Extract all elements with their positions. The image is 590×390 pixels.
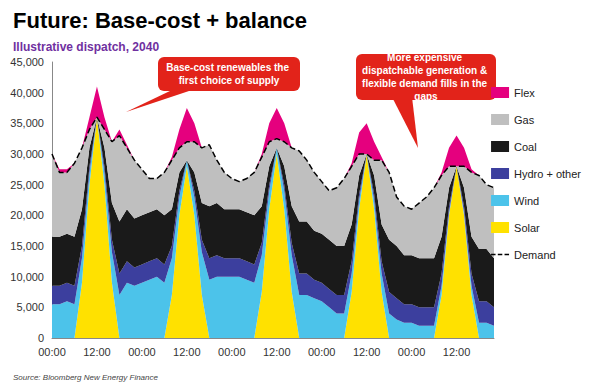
svg-text:12:00: 12:00: [443, 346, 471, 358]
svg-text:Solar: Solar: [514, 222, 540, 234]
svg-text:30,000: 30,000: [10, 148, 44, 160]
svg-text:Source: Bloomberg New Energy F: Source: Bloomberg New Energy Finance: [13, 373, 159, 382]
svg-text:00:00: 00:00: [218, 346, 246, 358]
svg-text:25,000: 25,000: [10, 179, 44, 191]
svg-text:flexible demand fills in the: flexible demand fills in the: [362, 78, 490, 89]
svg-text:first choice of supply: first choice of supply: [179, 75, 280, 86]
svg-text:12:00: 12:00: [263, 346, 291, 358]
svg-text:Base-cost renewables the: Base-cost renewables the: [166, 62, 292, 73]
svg-text:35,000: 35,000: [10, 117, 44, 129]
svg-text:Demand: Demand: [514, 249, 556, 261]
svg-text:Gas: Gas: [514, 114, 535, 126]
svg-text:More expensive: More expensive: [387, 52, 465, 63]
svg-text:Coal: Coal: [514, 141, 537, 153]
svg-text:00:00: 00:00: [38, 346, 66, 358]
svg-text:Wind: Wind: [514, 195, 539, 207]
svg-text:Future: Base-cost + balance: Future: Base-cost + balance: [13, 8, 307, 33]
svg-text:00:00: 00:00: [128, 346, 156, 358]
svg-text:dispatchable generation &: dispatchable generation &: [362, 65, 490, 76]
svg-text:10,000: 10,000: [10, 271, 44, 283]
svg-text:00:00: 00:00: [308, 346, 336, 358]
svg-text:Hydro + other: Hydro + other: [514, 168, 581, 180]
svg-text:12:00: 12:00: [353, 346, 381, 358]
svg-text:0: 0: [38, 332, 44, 344]
svg-text:12:00: 12:00: [83, 346, 111, 358]
svg-text:12:00: 12:00: [173, 346, 201, 358]
svg-text:45,000: 45,000: [10, 56, 44, 68]
svg-text:40,000: 40,000: [10, 87, 44, 99]
svg-text:00:00: 00:00: [398, 346, 426, 358]
svg-text:20,000: 20,000: [10, 209, 44, 221]
svg-text:gaps: gaps: [414, 91, 438, 102]
svg-text:Illustrative dispatch, 2040: Illustrative dispatch, 2040: [13, 40, 159, 54]
svg-text:Flex: Flex: [514, 87, 535, 99]
svg-text:5,000: 5,000: [16, 301, 44, 313]
svg-text:15,000: 15,000: [10, 240, 44, 252]
